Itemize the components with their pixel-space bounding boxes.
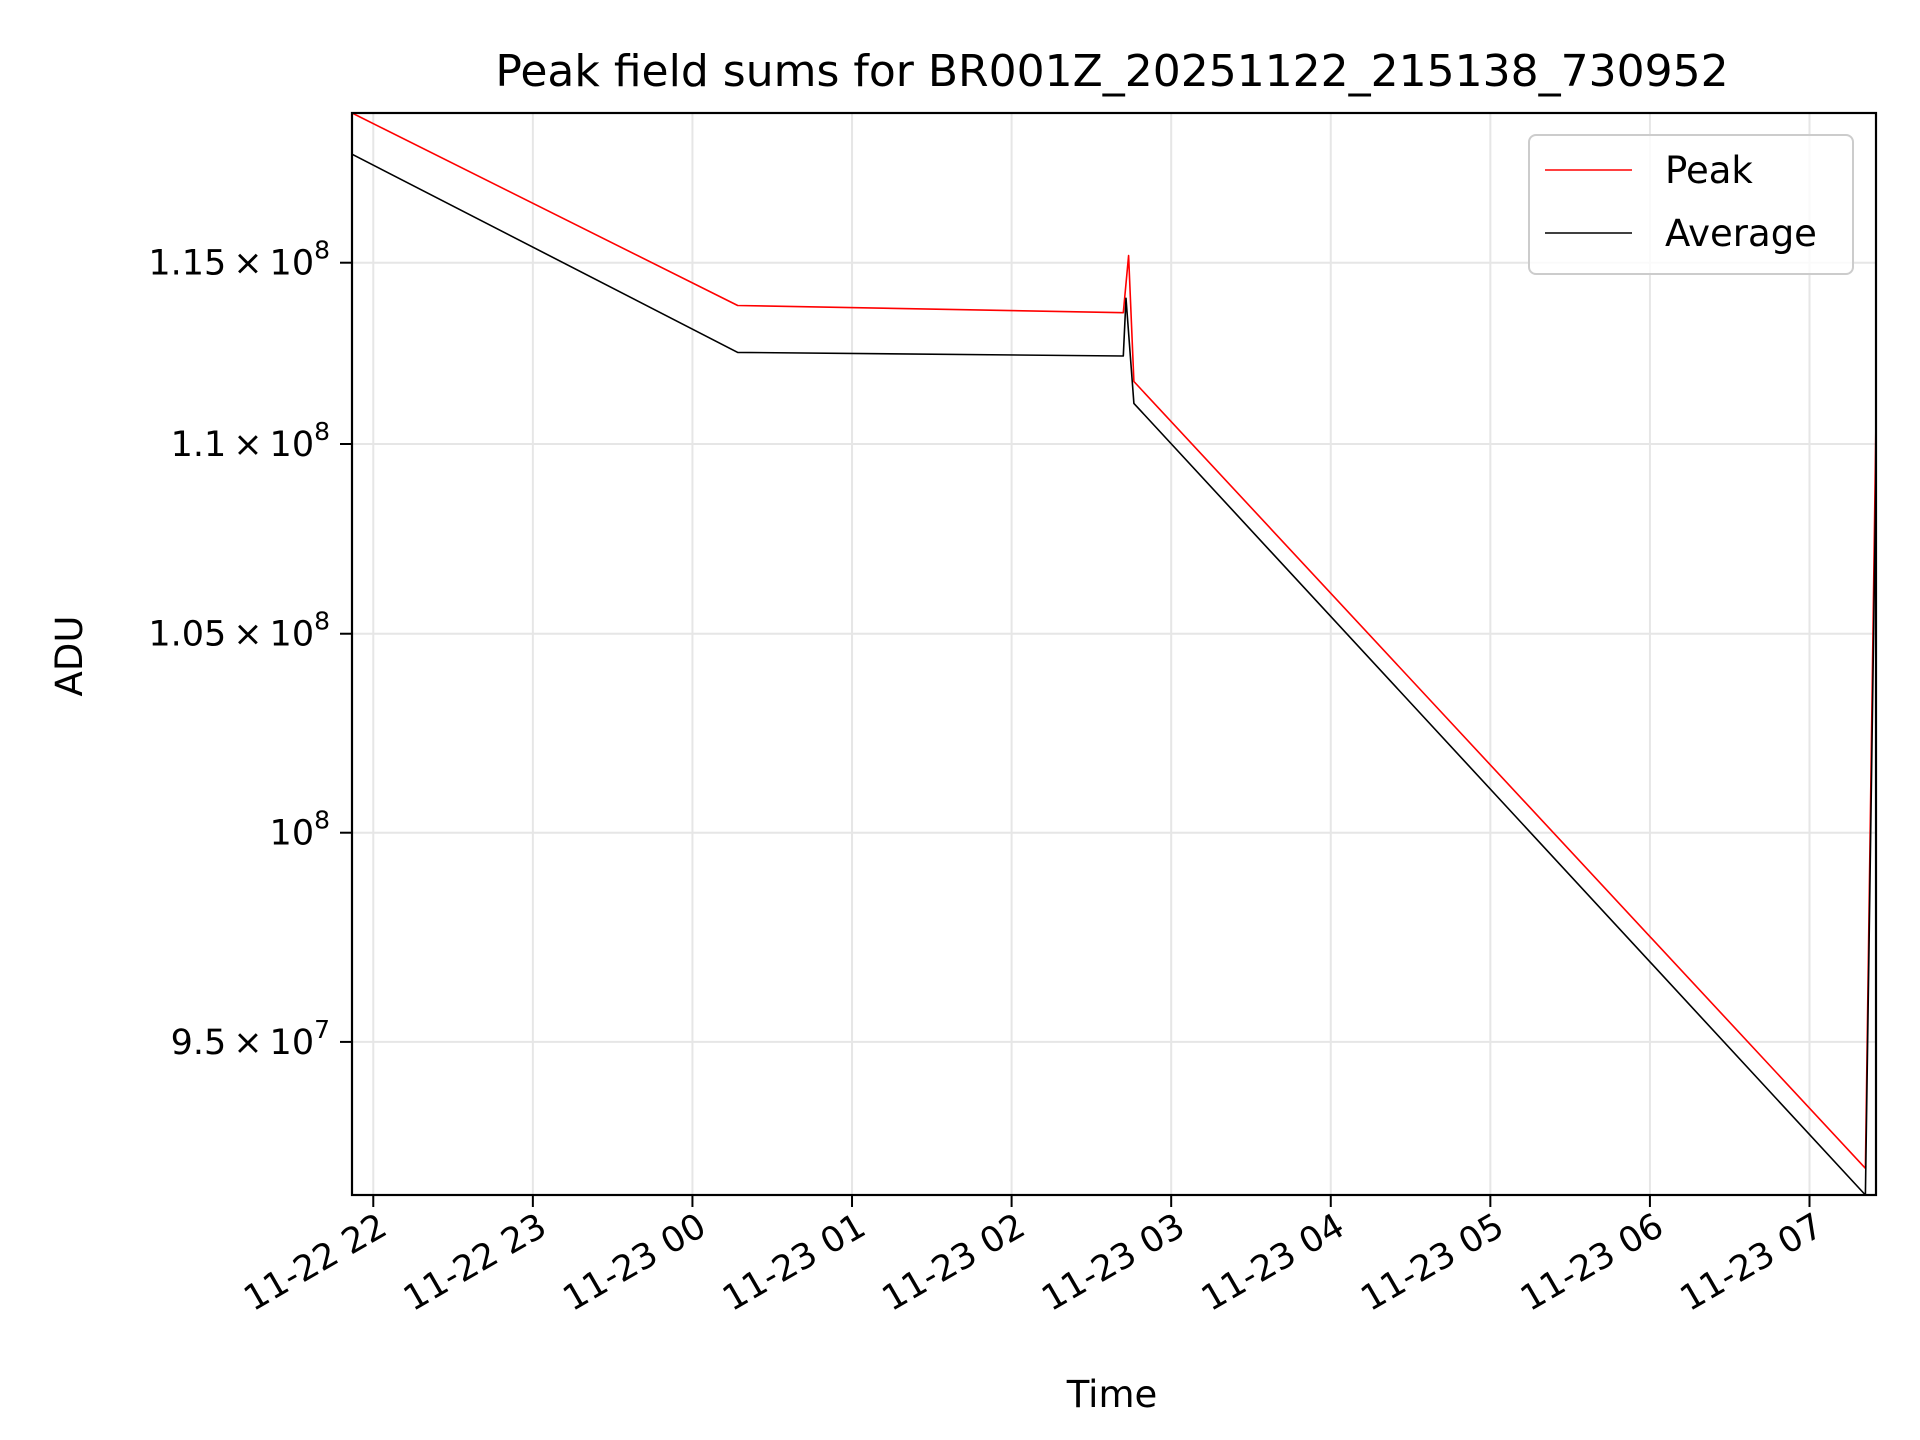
x-axis: 11-22 22 11-22 23 11-23 00 11-23 01 11-23 02… [237, 1195, 1830, 1319]
legend-label-average: Average [1665, 212, 1817, 255]
grid [352, 113, 1876, 1195]
y-tick-label: 1.05 × 108 [148, 607, 330, 655]
y-tick-label: 9.5 × 107 [171, 1015, 330, 1063]
x-tick-label: 11-22 23 [397, 1206, 553, 1319]
x-tick-label: 11-23 02 [876, 1206, 1032, 1319]
x-tick-label: 11-23 06 [1514, 1206, 1670, 1319]
chart-title: Peak field sums for BR001Z_20251122_2151… [495, 46, 1728, 97]
y-axis-label: ADU [48, 616, 91, 697]
x-tick-label: 11-23 04 [1195, 1206, 1351, 1319]
plot-frame [350, 111, 1878, 1197]
y-tick-label: 1.15 × 108 [148, 236, 330, 284]
plot-area [352, 113, 1876, 1195]
x-axis-label: Time [1066, 1373, 1158, 1416]
x-tick-label: 11-23 03 [1035, 1206, 1191, 1319]
y-axis: 9.5 × 107 108 1.05 × 108 1.1 × 108 1.15 × 10… [148, 236, 352, 1063]
x-tick-label: 11-23 01 [716, 1206, 872, 1319]
legend-label-peak: Peak [1665, 149, 1753, 192]
legend: Peak Average [1528, 134, 1854, 275]
x-tick-label: 11-23 05 [1355, 1206, 1511, 1319]
x-tick-label: 11-23 07 [1674, 1206, 1830, 1319]
y-tick-label: 1.1 × 108 [171, 417, 330, 465]
y-tick-label: 108 [270, 806, 330, 854]
x-tick-label: 11-22 22 [237, 1206, 393, 1319]
x-tick-label: 11-23 00 [557, 1206, 713, 1319]
